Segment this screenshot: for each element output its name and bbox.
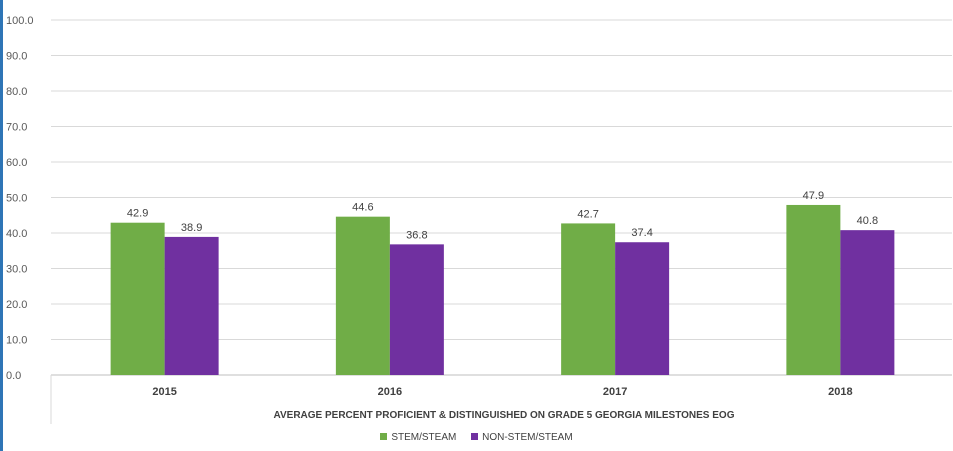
data-label-non-stem-2016: 36.8 — [406, 229, 427, 241]
bar-non-stem-2015 — [164, 236, 219, 375]
bar-stem-2018 — [786, 204, 841, 375]
data-label-non-stem-2018: 40.8 — [857, 215, 878, 227]
category-label-2015: 2015 — [152, 386, 176, 398]
y-tick-label-40.0: 40.0 — [6, 228, 27, 240]
data-label-stem-2018: 47.9 — [803, 190, 824, 202]
y-tick-label-90.0: 90.0 — [6, 51, 27, 63]
x-axis-title: AVERAGE PERCENT PROFICIENT & DISTINGUISH… — [274, 410, 735, 421]
category-label-2017: 2017 — [603, 386, 627, 398]
y-tick-label-50.0: 50.0 — [6, 193, 27, 205]
y-tick-label-20.0: 20.0 — [6, 299, 27, 311]
data-label-non-stem-2015: 38.9 — [181, 222, 202, 234]
y-tick-label-60.0: 60.0 — [6, 157, 27, 169]
window-left-border — [0, 0, 3, 451]
bar-non-stem-2016 — [389, 244, 444, 375]
y-tick-label-80.0: 80.0 — [6, 86, 27, 98]
data-label-stem-2016: 44.6 — [352, 202, 373, 214]
data-label-stem-2017: 42.7 — [577, 208, 598, 220]
y-tick-label-10.0: 10.0 — [6, 335, 27, 347]
data-label-stem-2015: 42.9 — [127, 208, 148, 220]
bar-non-stem-2018 — [840, 230, 895, 375]
category-label-2018: 2018 — [828, 386, 852, 398]
legend-swatch-non-stem — [471, 433, 479, 440]
legend-item-non-stem: NON-STEM/STEAM — [471, 432, 573, 443]
data-label-non-stem-2017: 37.4 — [631, 227, 652, 239]
y-tick-label-70.0: 70.0 — [6, 122, 27, 134]
legend-label-non-stem: NON-STEM/STEAM — [482, 432, 573, 443]
bars — [110, 204, 895, 375]
data-labels: 42.9 38.9 44.6 36.8 42.7 37.4 47.9 40.8 — [127, 190, 878, 241]
bar-stem-2015 — [110, 222, 165, 375]
legend-swatch-stem — [380, 433, 388, 440]
category-label-2016: 2016 — [378, 386, 402, 398]
legend-label-stem: STEM/STEAM — [391, 432, 457, 443]
bar-stem-2017 — [561, 223, 616, 375]
bar-chart: 0.0 10.0 20.0 30.0 40.0 50.0 60.0 70.0 80.0 90.0 1… — [6, 15, 952, 424]
y-tick-label-30.0: 30.0 — [6, 264, 27, 276]
category-labels: 2015 2016 2017 2018 — [152, 386, 852, 398]
legend-item-stem: STEM/STEAM — [380, 432, 456, 443]
y-tick-label-100.0: 100.0 — [6, 15, 34, 27]
legend: STEM/STEAM NON-STEM/STEAM — [0, 432, 953, 443]
y-axis-ticks: 0.0 10.0 20.0 30.0 40.0 50.0 60.0 70.0 80.0 90.0 1… — [6, 15, 34, 382]
y-tick-label-0.0: 0.0 — [6, 370, 21, 382]
bar-non-stem-2017 — [615, 242, 670, 375]
bar-stem-2016 — [335, 216, 390, 375]
